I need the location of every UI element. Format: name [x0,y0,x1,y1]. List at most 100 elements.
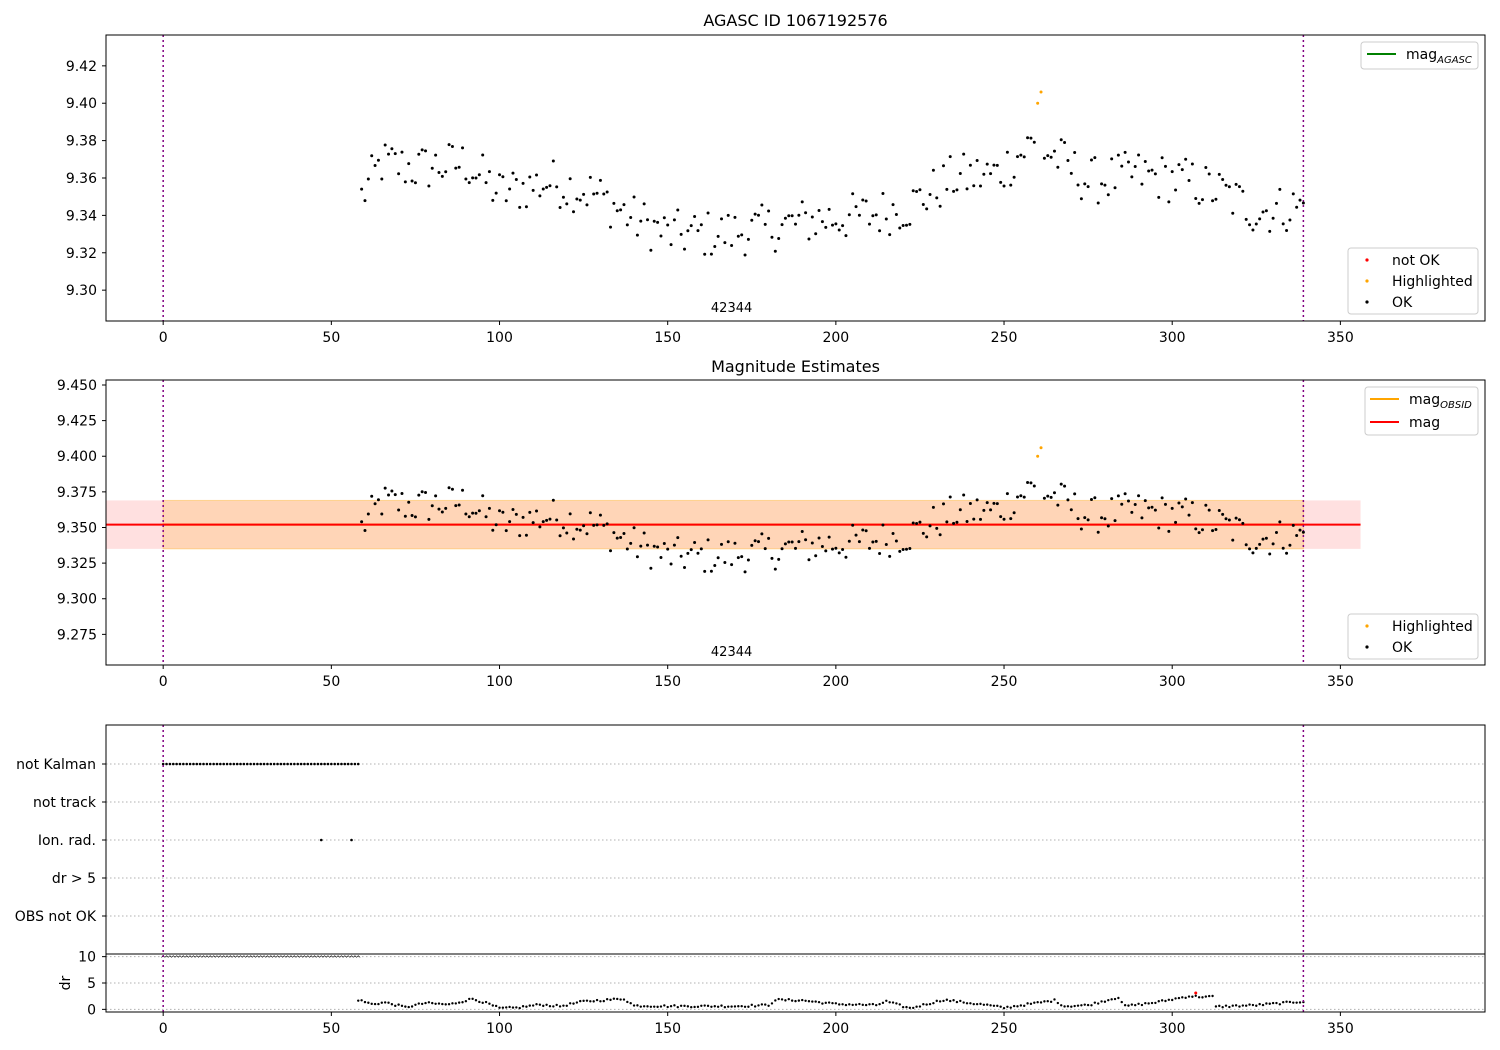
agasc-ok-point-268 [1268,229,1272,233]
agasc-ok-point-252 [1214,197,1218,201]
dr-point-72 [599,1000,602,1003]
dr-capped-marker-30: ^ [261,955,267,963]
agasc-ok-point-227 [1130,175,1134,179]
estimates-ok-point-261 [1244,543,1248,547]
estimates-ok-point-218 [1100,516,1104,520]
dr-point-223 [1107,998,1110,1002]
dr-point-183 [972,1002,975,1006]
estimates-ok-point-123 [773,567,777,571]
estimates-ok-point-31 [464,512,468,516]
agasc-ok-point-176 [952,189,956,193]
dr-point-172 [935,999,938,1003]
dr-capped-marker-39: ^ [291,955,297,963]
agasc-ok-point-170 [931,168,935,172]
dr-capped-marker-22: ^ [234,955,240,963]
dr-point-1 [360,999,363,1002]
dr-point-259 [1228,1005,1231,1009]
agasc-ok-point-161 [901,224,905,228]
dr-point-136 [814,1000,817,1003]
flag-not-kalman-point-17 [219,762,222,766]
agasc-ok-point-263 [1251,228,1255,232]
agasc-ok-point-14 [407,162,411,166]
agasc-ok-point-9 [390,147,394,151]
estimates-ok-point-40 [494,523,498,527]
estimates-ok-point-30 [461,488,465,492]
estimates-ok-point-64 [575,527,579,531]
agasc-ok-point-202 [1046,154,1050,158]
estimates-ok-point-91 [666,547,670,551]
flags-xtick-label-3: 150 [654,1021,681,1037]
dr-point-143 [838,1003,841,1006]
dr-point-32 [464,999,468,1003]
dr-ytick-label-0: 0 [87,1002,96,1018]
agasc-ok-point-270 [1274,201,1278,205]
estimates-ok-point-63 [572,537,576,541]
agasc-ok-point-103 [706,211,710,215]
dr-point-179 [959,999,962,1003]
estimates-ytick-label-6: 9.425 [57,414,97,430]
dr-point-128 [787,997,790,1001]
estimates-ok-point-214 [1086,518,1090,522]
flag-not-kalman-point-23 [239,762,242,766]
agasc-ok-point-63 [572,210,576,214]
dr-point-28 [451,1002,454,1005]
estimates-ok-point-120 [763,547,767,551]
estimates-ok-point-38 [487,506,491,510]
estimates-ok-point-163 [908,547,912,551]
estimates-ok-point-192 [1005,492,1009,496]
dr-capped-marker-36: ^ [281,955,287,963]
agasc-ok-point-48 [521,181,525,185]
dr-point-119 [757,1004,760,1007]
agasc-xtick-label-2: 100 [486,330,513,346]
agasc-ok-point-259 [1237,185,1241,189]
estimates-ok-point-121 [767,536,771,540]
estimates-ok-point-98 [689,548,693,552]
estimates-ok-point-244 [1187,513,1191,517]
agasc-ok-point-230 [1140,182,1144,186]
dr-point-231 [1134,1003,1137,1007]
agasc-ok-point-106 [716,234,720,238]
agasc-ok-point-3 [370,154,374,158]
dr-point-195 [1012,1004,1016,1008]
estimates-ok-point-137 [820,545,824,549]
estimates-ok-point-184 [978,517,982,521]
agasc-ok-point-90 [662,216,666,220]
dr-point-261 [1234,1004,1238,1007]
agasc-xtick-label-3: 150 [654,330,681,346]
estimates-ok-point-34 [474,511,478,515]
agasc-ok-point-192 [1005,150,1009,154]
agasc-ok-point-213 [1083,182,1087,186]
agasc-ok-point-125 [780,223,784,227]
estimates-ok-point-80 [629,541,633,545]
agasc-ok-point-34 [474,176,478,180]
dr-point-33 [468,997,471,1001]
flag-not-kalman-point-51 [333,762,337,766]
agasc-ok-point-272 [1281,222,1285,226]
flag-label-2: Ion. rad. [38,833,96,849]
dr-capped-marker-34: ^ [275,955,281,963]
dr-point-18 [417,1002,420,1005]
dr-point-94 [673,1004,676,1007]
agasc-ok-point-28 [454,166,458,170]
agasc-ok-point-172 [938,204,942,208]
agasc-ok-point-226 [1126,160,1130,164]
estimates-xtick-label-1: 50 [322,674,340,690]
dr-point-116 [747,1005,750,1008]
estimates-ok-point-149 [861,528,865,532]
estimates-ok-point-180 [965,519,969,523]
dr-point-269 [1261,1003,1265,1007]
estimates-ok-point-170 [931,505,935,509]
flag-not-kalman-point-54 [343,762,347,766]
estimates-ok-point-217 [1096,530,1100,534]
estimates-ok-point-188 [992,501,996,505]
estimates-ok-point-272 [1281,546,1285,550]
dr-point-210 [1063,1005,1066,1008]
dr-point-154 [875,1003,878,1007]
agasc-point-legend: not OK Highlighted OK [1347,247,1479,315]
dr-capped-marker-49: ^ [325,955,331,963]
estimates-ok-point-108 [723,560,727,564]
estimates-ok-point-142 [837,551,841,555]
flag-not-kalman-point-4 [175,762,178,766]
dr-point-199 [1026,1002,1029,1005]
dr-point-156 [881,1001,885,1005]
